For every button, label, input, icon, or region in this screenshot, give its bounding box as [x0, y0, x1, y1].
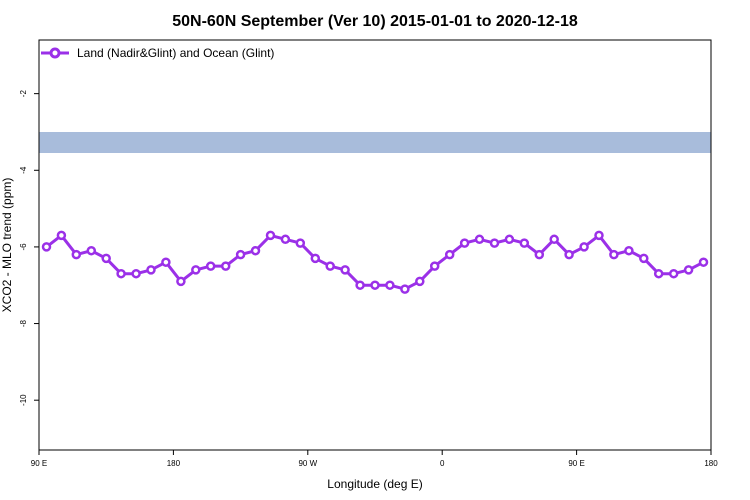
data-point	[355, 280, 365, 290]
data-point	[71, 249, 82, 260]
data-point	[205, 261, 216, 271]
data-point	[400, 284, 410, 294]
y-tick-label: -2	[19, 90, 28, 98]
data-point	[474, 234, 485, 245]
world-map-band	[39, 108, 711, 154]
data-point	[265, 230, 276, 241]
series-layer	[41, 230, 709, 294]
data-point	[519, 238, 530, 248]
data-point	[653, 268, 664, 279]
x-tick-label: 90 W	[298, 459, 317, 468]
data-point	[504, 234, 515, 245]
data-point	[415, 276, 425, 287]
y-tick-label: -8	[19, 319, 28, 327]
data-point	[161, 257, 171, 267]
y-axis-ticks: -2 -4 -6 -8 -10	[19, 90, 39, 406]
data-point	[176, 276, 186, 287]
data-point	[325, 261, 335, 271]
data-point	[534, 249, 545, 260]
data-point	[564, 249, 574, 260]
data-point	[624, 245, 634, 256]
data-point	[41, 242, 52, 252]
data-point	[609, 249, 619, 260]
y-tick-label: -10	[19, 394, 28, 406]
legend-marker	[49, 47, 61, 59]
x-tick-label: 180	[704, 459, 718, 468]
data-point	[444, 249, 455, 260]
data-point	[250, 245, 261, 256]
data-point	[310, 253, 321, 264]
map-ocean	[39, 131, 711, 154]
data-point	[86, 245, 97, 256]
chart-title: 50N-60N September (Ver 10) 2015-01-01 to…	[172, 13, 578, 30]
data-point	[340, 265, 350, 275]
y-tick-label: -6	[19, 243, 28, 251]
x-axis-label: Longitude (deg E)	[327, 477, 422, 491]
data-point	[280, 234, 291, 245]
data-point	[131, 268, 141, 279]
x-tick-label: 90 E	[31, 459, 47, 468]
data-point	[385, 280, 395, 290]
data-point	[191, 265, 201, 275]
map-land	[39, 108, 711, 130]
legend-label: Land (Nadir&Glint) and Ocean (Glint)	[77, 46, 274, 60]
data-point	[489, 238, 500, 248]
legend: Land (Nadir&Glint) and Ocean (Glint)	[41, 46, 274, 60]
x-tick-label: 90 E	[568, 459, 584, 468]
data-point	[698, 257, 709, 267]
data-point	[146, 265, 156, 275]
y-tick-label: -4	[19, 166, 28, 174]
data-point	[429, 261, 440, 271]
data-point	[235, 249, 246, 260]
data-point	[101, 253, 111, 264]
data-point	[220, 261, 231, 271]
data-point	[549, 234, 559, 245]
data-point	[639, 253, 649, 264]
data-point	[295, 238, 306, 248]
data-point	[683, 265, 694, 275]
x-tick-label: 0	[440, 459, 445, 468]
data-point	[459, 238, 470, 248]
x-axis-ticks: 90 E 180 90 W 0 90 E 180	[31, 450, 718, 468]
data-point	[56, 230, 67, 241]
y-axis-label: XCO2 - MLO trend (ppm)	[0, 178, 14, 313]
data-point	[594, 230, 604, 241]
x-tick-label: 180	[167, 459, 181, 468]
data-point	[668, 268, 679, 279]
data-point	[116, 268, 126, 279]
data-point	[370, 280, 380, 290]
data-point	[579, 242, 589, 252]
plot-frame	[38, 39, 712, 451]
